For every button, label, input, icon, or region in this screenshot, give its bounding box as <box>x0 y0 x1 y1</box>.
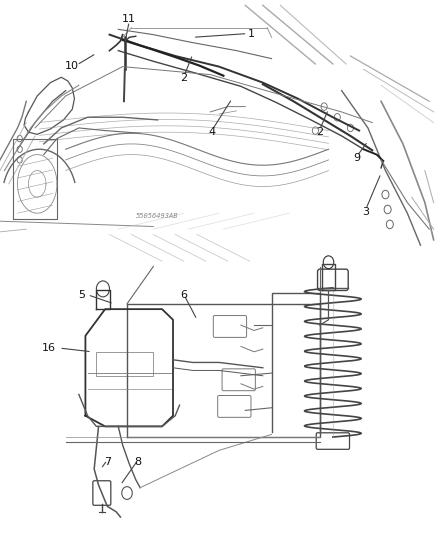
Text: 2: 2 <box>316 127 323 136</box>
Text: 55056493AB: 55056493AB <box>136 213 179 219</box>
Text: 6: 6 <box>180 290 187 300</box>
Text: 1: 1 <box>247 29 254 38</box>
Text: 5: 5 <box>78 290 85 300</box>
Text: 11: 11 <box>122 14 136 24</box>
Text: 8: 8 <box>134 457 141 467</box>
Text: 4: 4 <box>209 127 216 136</box>
Text: 16: 16 <box>42 343 56 353</box>
Text: 10: 10 <box>65 61 79 71</box>
Text: 9: 9 <box>353 154 360 163</box>
Text: 7: 7 <box>104 457 111 467</box>
Text: 3: 3 <box>362 207 369 216</box>
Text: 2: 2 <box>180 74 187 83</box>
